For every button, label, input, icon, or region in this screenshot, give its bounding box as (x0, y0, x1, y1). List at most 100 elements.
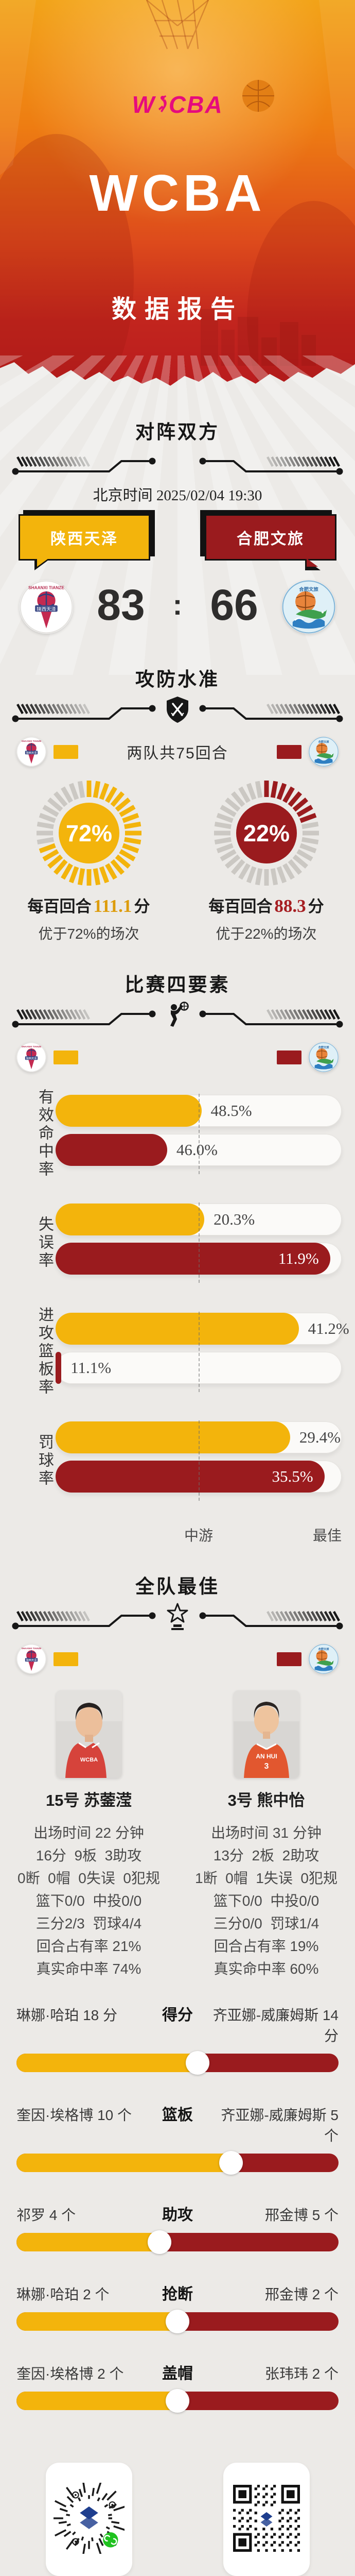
poster-subtitle: 数据报告 (111, 296, 243, 323)
home-bar-fill: 20.3% (56, 1204, 255, 1235)
league-median-line (199, 1420, 200, 1501)
away-offense-gauge: 22% (207, 774, 326, 892)
svg-text:陕西天泽: 陕西天泽 (26, 1658, 37, 1662)
section-title-matchup: 对阵双方 (135, 421, 220, 443)
home-percentile-line: 优于72%的场次 (38, 926, 139, 942)
svg-text:合肥文旅: 合肥文旅 (318, 1647, 330, 1651)
away-leader: 邢金博 2 个 (264, 2286, 339, 2302)
away-percentile-line: 优于22%的场次 (216, 926, 317, 942)
factor-label: 进攻篮板率 (36, 1307, 53, 1397)
axis-center-label: 中游 (184, 1528, 214, 1544)
league-median-line (199, 1202, 200, 1283)
miniprogram-qr-card (45, 2463, 132, 2576)
split-dot (186, 2051, 210, 2075)
section-title-team-best: 全队最佳 (135, 1576, 220, 1597)
final-score: 83 : 66 (0, 583, 355, 626)
away-team-logo: 合肥文旅 (309, 737, 339, 767)
home-bar-value: 48.5% (210, 1101, 252, 1120)
home-color-swatch (54, 744, 78, 759)
stat-line: 篮下0/0 中投0/0 (36, 1893, 142, 1909)
factor-label: 罚球率 (36, 1433, 53, 1488)
stat-line: 真实命中率 60% (214, 1961, 319, 1977)
away-score: 66 (210, 581, 258, 629)
qr-code (233, 2484, 300, 2554)
stat-label: 盖帽 (162, 2365, 193, 2382)
stat-line: 出场时间 31 分钟 (211, 1825, 322, 1841)
section-offense-defense: 攻防水准 SHAANXI TIANZE 陕西天泽 两队共75回合 合肥文旅 (0, 640, 355, 943)
home-leader: 祁罗 4 个 (16, 2207, 76, 2223)
shield-swords-icon (167, 697, 188, 723)
stat-label: 得分 (162, 2007, 193, 2024)
four-factor-row: 进攻篮板率 41.2% 11.1% (0, 1307, 355, 1397)
away-team-logo: 合肥文旅 (282, 580, 335, 634)
section-four-factors: 比赛四要素 SHAANXI TIANZE 陕西天泽 合肥文旅 有效命中率 4 (0, 943, 355, 1545)
away-bar-value: 11.9% (278, 1249, 319, 1267)
away-team-banner: 合肥文旅 (205, 514, 336, 561)
away-color-swatch (277, 1050, 301, 1064)
logo-text-cba: CBA (168, 91, 223, 118)
away-bar-fill: 46.0% (56, 1133, 218, 1166)
home-team-banner: 陕西天泽 (19, 514, 150, 570)
four-factor-row: 罚球率 29.4% 35.5% (0, 1420, 355, 1501)
split-dot (148, 2230, 172, 2254)
svg-text:合肥文旅: 合肥文旅 (299, 586, 318, 592)
logo-text-w: W (132, 91, 155, 118)
team-legend-row: SHAANXI TIANZE 陕西天泽 合肥文旅 (0, 1641, 355, 1677)
stat-line: 0断 0帽 0失误 0犯规 (17, 1870, 160, 1886)
home-leader: 琳娜·哈珀 2 个 (16, 2286, 110, 2302)
home-team-logo: SHAANXI TIANZE 陕西天泽 (16, 1644, 46, 1674)
leader-row: 琳娜·哈珀 2 个 抢断 邢金博 2 个 (0, 2281, 355, 2333)
leader-row: 奎因·埃格博 10 个 篮板 齐亚娜-威廉姆斯 5 个 (0, 2102, 355, 2175)
svg-text:22%: 22% (243, 820, 289, 846)
split-dot (166, 2310, 189, 2333)
stat-line: 回合占有率 21% (36, 1938, 141, 1954)
home-bar-fill: 29.4% (56, 1421, 341, 1453)
home-best-player-stats: 出场时间 22 分钟 16分 9板 3助攻 0断 0帽 0失误 0犯规 篮下0/0 中… (17, 1822, 160, 1980)
section-divider (0, 1000, 355, 1031)
home-team-logo: SHAANXI TIANZE 陕西天泽 (20, 580, 73, 634)
svg-text:3: 3 (264, 1762, 269, 1771)
league-median-line (199, 1093, 200, 1174)
stat-line: 回合占有率 19% (214, 1938, 319, 1954)
svg-text:SHAANXI TIANZE: SHAANXI TIANZE (22, 1647, 42, 1650)
leader-compare-bar (16, 2051, 339, 2075)
away-color-swatch (277, 744, 301, 759)
poster-title: WCBA (89, 164, 266, 222)
section-divider (0, 694, 355, 725)
svg-text:SHAANXI TIANZE: SHAANXI TIANZE (22, 1045, 42, 1048)
final-score-row: SHAANXI TIANZE 陕西天泽 83 : 66 合肥文旅 (0, 579, 355, 640)
svg-text:SHAANXI TIANZE: SHAANXI TIANZE (22, 740, 42, 742)
home-color-swatch (54, 1050, 78, 1064)
four-factors-bars: 有效命中率 48.5% 46.0% 失误率 20.3% 11.9% 进攻篮板率 … (0, 1089, 355, 1501)
home-bar-fill: 48.5% (56, 1094, 252, 1127)
home-share-fill (16, 2154, 232, 2172)
leader-compare-bar (16, 2389, 339, 2413)
team-banners: 陕西天泽 合肥文旅 (0, 514, 355, 572)
basketball-player-icon (170, 1002, 189, 1027)
away-team-name: 合肥文旅 (237, 531, 305, 548)
svg-text:WCBA: WCBA (80, 1757, 97, 1763)
possessions-note: 两队共75回合 (127, 745, 228, 762)
leader-compare-bar (16, 2230, 339, 2254)
home-offense-gauge: 72% (30, 774, 148, 892)
league-median-line (199, 1311, 200, 1392)
home-bar-value: 29.4% (299, 1428, 341, 1446)
factor-label: 失误率 (36, 1215, 53, 1270)
match-datetime: 北京时间 2025/02/04 19:30 (93, 487, 262, 504)
score-separator: : (172, 588, 183, 621)
stat-line: 三分2/3 罚球4/4 (36, 1916, 142, 1931)
away-team-logo: 合肥文旅 (309, 1042, 339, 1072)
home-team-logo: SHAANXI TIANZE 陕西天泽 (16, 737, 46, 767)
four-factors-axis: 中游 最佳 (56, 1524, 342, 1545)
team-legend-row: SHAANXI TIANZE 陕西天泽 两队共75回合 合肥文旅 (0, 734, 355, 770)
away-bar-fill: 11.9% (56, 1243, 330, 1275)
away-color-swatch (277, 1652, 301, 1666)
stat-label: 抢断 (162, 2286, 193, 2303)
wcba-league-logo: W CBA (0, 91, 355, 122)
team-legend-row: SHAANXI TIANZE 陕西天泽 合肥文旅 (0, 1039, 355, 1075)
svg-text:合肥文旅: 合肥文旅 (318, 1045, 330, 1049)
away-bar-value: 35.5% (272, 1467, 313, 1485)
home-score: 83 (97, 581, 145, 629)
away-leader: 齐亚娜-威廉姆斯 14 分 (212, 2007, 339, 2044)
